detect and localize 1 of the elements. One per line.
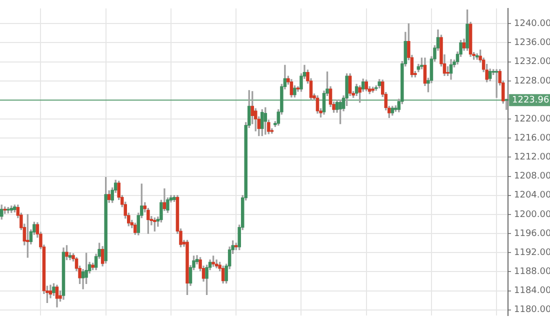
ref-line-label: 1223.96 <box>512 96 550 106</box>
